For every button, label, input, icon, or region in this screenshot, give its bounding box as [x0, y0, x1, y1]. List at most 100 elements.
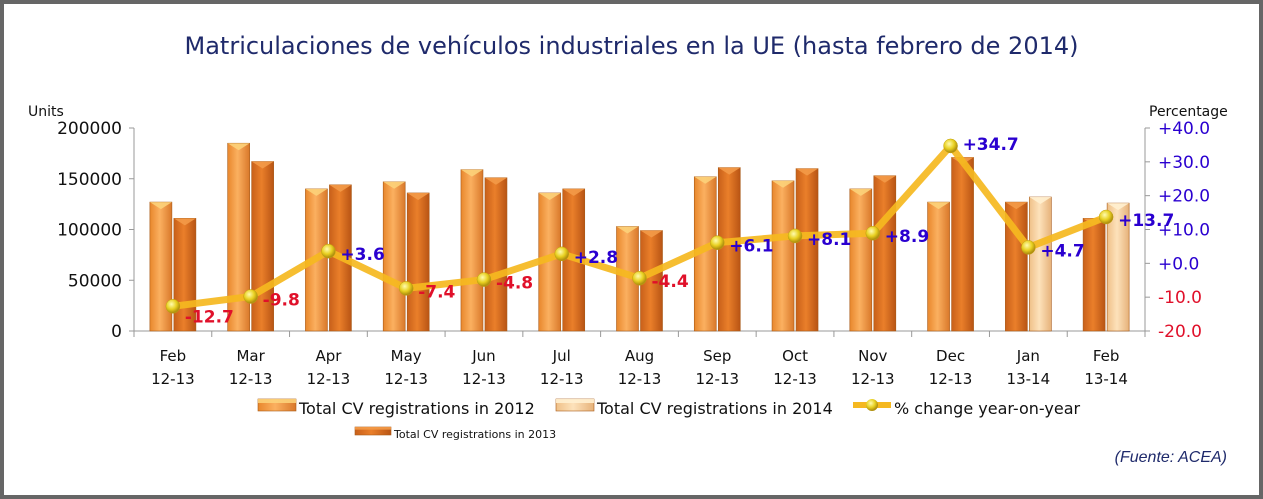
x-tick-label-month: May — [391, 347, 422, 365]
x-tick-label-period: 12-13 — [151, 370, 195, 388]
pct-change-marker — [710, 235, 725, 250]
x-tick-label-period: 12-13 — [540, 370, 584, 388]
left-axis-title: Units — [28, 104, 64, 120]
right-axis-tick-label: +10.0 — [1158, 221, 1210, 241]
right-axis-tick-label: -10.0 — [1158, 288, 1202, 308]
bar-cap-2013 — [251, 161, 274, 169]
bar-cap-2013 — [718, 167, 741, 175]
x-tick-label-month: Aug — [625, 347, 654, 365]
x-tick-label-period: 12-13 — [229, 370, 273, 388]
legend-swatch-cap-2012 — [258, 399, 296, 403]
pct-change-marker — [943, 138, 958, 154]
bar-2012 — [227, 142, 250, 332]
x-tick-label-period: 13-14 — [1084, 370, 1128, 388]
left-axis-tick-label: 200000 — [57, 119, 122, 139]
bar-cap-2013 — [640, 230, 663, 238]
x-tick-label-period: 12-13 — [695, 370, 739, 388]
bar-2013 — [406, 192, 430, 332]
x-tick-label-month: Feb — [1093, 347, 1120, 365]
pct-change-data-label: -4.4 — [652, 272, 689, 292]
x-tick-label-period: 12-13 — [384, 370, 428, 388]
x-tick-label-period: 12-13 — [773, 370, 817, 388]
pct-change-marker — [398, 281, 414, 296]
pct-change-marker — [243, 289, 258, 304]
x-tick-label-month: Nov — [858, 347, 887, 365]
legend-label-2012: Total CV registrations in 2012 — [298, 399, 535, 418]
x-tick-label-period: 12-13 — [618, 370, 662, 388]
legend-swatch-cap-2014 — [556, 399, 594, 403]
bar-cap-2013 — [484, 177, 507, 185]
bar-2013 — [1082, 218, 1106, 332]
right-axis-tick-label: +40.0 — [1158, 119, 1210, 139]
legend-label-2013: Total CV registrations in 2013 — [393, 428, 556, 441]
x-tick-label-month: Jan — [1016, 347, 1040, 365]
x-tick-label-period: 12-13 — [307, 370, 351, 388]
x-tick-label-month: Jul — [552, 347, 571, 365]
legend-label-2014: Total CV registrations in 2014 — [596, 399, 833, 418]
bar-cap-2012 — [772, 180, 795, 188]
bar-cap-2013 — [796, 168, 819, 176]
pct-change-marker — [865, 225, 881, 241]
pct-change-data-label: -12.7 — [185, 307, 234, 327]
pct-change-data-label: -9.8 — [263, 290, 300, 310]
pct-change-data-label: +2.8 — [574, 248, 618, 268]
x-tick-label-month: Apr — [315, 347, 342, 365]
pct-change-marker — [632, 270, 647, 286]
bar-cap-2013 — [329, 184, 352, 192]
pct-change-data-label: +6.1 — [729, 237, 773, 257]
pct-change-data-label: -7.4 — [418, 282, 455, 302]
bar-2012 — [927, 201, 950, 332]
x-tick-label-period: 13-14 — [1007, 370, 1051, 388]
pct-change-data-label: +8.1 — [807, 230, 851, 250]
bar-2013 — [873, 175, 897, 332]
pct-change-data-label: -4.8 — [496, 274, 533, 294]
bar-cap-2012 — [227, 143, 250, 151]
pct-change-marker — [165, 299, 181, 314]
pct-change-marker — [554, 246, 569, 262]
x-tick-label-period: 12-13 — [462, 370, 506, 388]
bar-2012 — [771, 180, 795, 332]
x-tick-label-month: Feb — [160, 347, 187, 365]
bar-cap-2013 — [173, 218, 196, 226]
pct-change-marker — [1098, 209, 1114, 225]
left-axis-tick-label: 0 — [111, 322, 122, 342]
legend-swatch-cap-2013 — [355, 427, 391, 430]
bar-2012 — [460, 169, 484, 332]
legend-swatch-marker — [866, 399, 878, 411]
x-tick-label-month: Sep — [703, 347, 731, 365]
left-axis-tick-label: 50000 — [68, 271, 122, 291]
bar-cap-2012 — [305, 188, 328, 196]
legend-label-pct: % change year-on-year — [894, 399, 1081, 418]
bar-cap-2012 — [927, 202, 950, 210]
pct-change-marker — [1021, 240, 1036, 255]
right-axis-title: Percentage — [1149, 104, 1228, 120]
left-axis-tick-label: 150000 — [57, 170, 122, 190]
bar-2013 — [951, 157, 974, 332]
bar-2013 — [484, 177, 508, 332]
bar-cap-2012 — [616, 226, 639, 234]
bar-cap-2012 — [149, 202, 172, 210]
bar-cap-2014 — [1107, 203, 1130, 211]
x-tick-label-month: Oct — [782, 347, 808, 365]
bar-cap-2013 — [407, 192, 430, 200]
right-axis-tick-label: +0.0 — [1158, 254, 1199, 274]
left-axis-tick-label: 100000 — [57, 221, 122, 241]
right-axis-tick-label: +30.0 — [1158, 153, 1210, 173]
pct-change-data-label: +8.9 — [885, 227, 929, 247]
bar-cap-2012 — [383, 181, 406, 189]
bar-cap-2012 — [694, 176, 717, 184]
bar-2014 — [1029, 196, 1052, 332]
source-note: (Fuente: ACEA) — [1114, 449, 1227, 466]
chart-title: Matriculaciones de vehículos industriale… — [184, 32, 1079, 60]
bar-cap-2013 — [562, 188, 585, 196]
bar-cap-2013 — [873, 175, 896, 183]
bar-cap-2012 — [538, 192, 561, 200]
bar-2012 — [849, 188, 873, 332]
bar-2012 — [382, 181, 406, 332]
bar-cap-2012 — [460, 169, 483, 177]
right-axis-tick-label: -20.0 — [1158, 322, 1202, 342]
pct-change-data-label: +13.7 — [1118, 211, 1174, 231]
pct-change-marker — [476, 272, 492, 287]
x-tick-label-month: Mar — [236, 347, 265, 365]
